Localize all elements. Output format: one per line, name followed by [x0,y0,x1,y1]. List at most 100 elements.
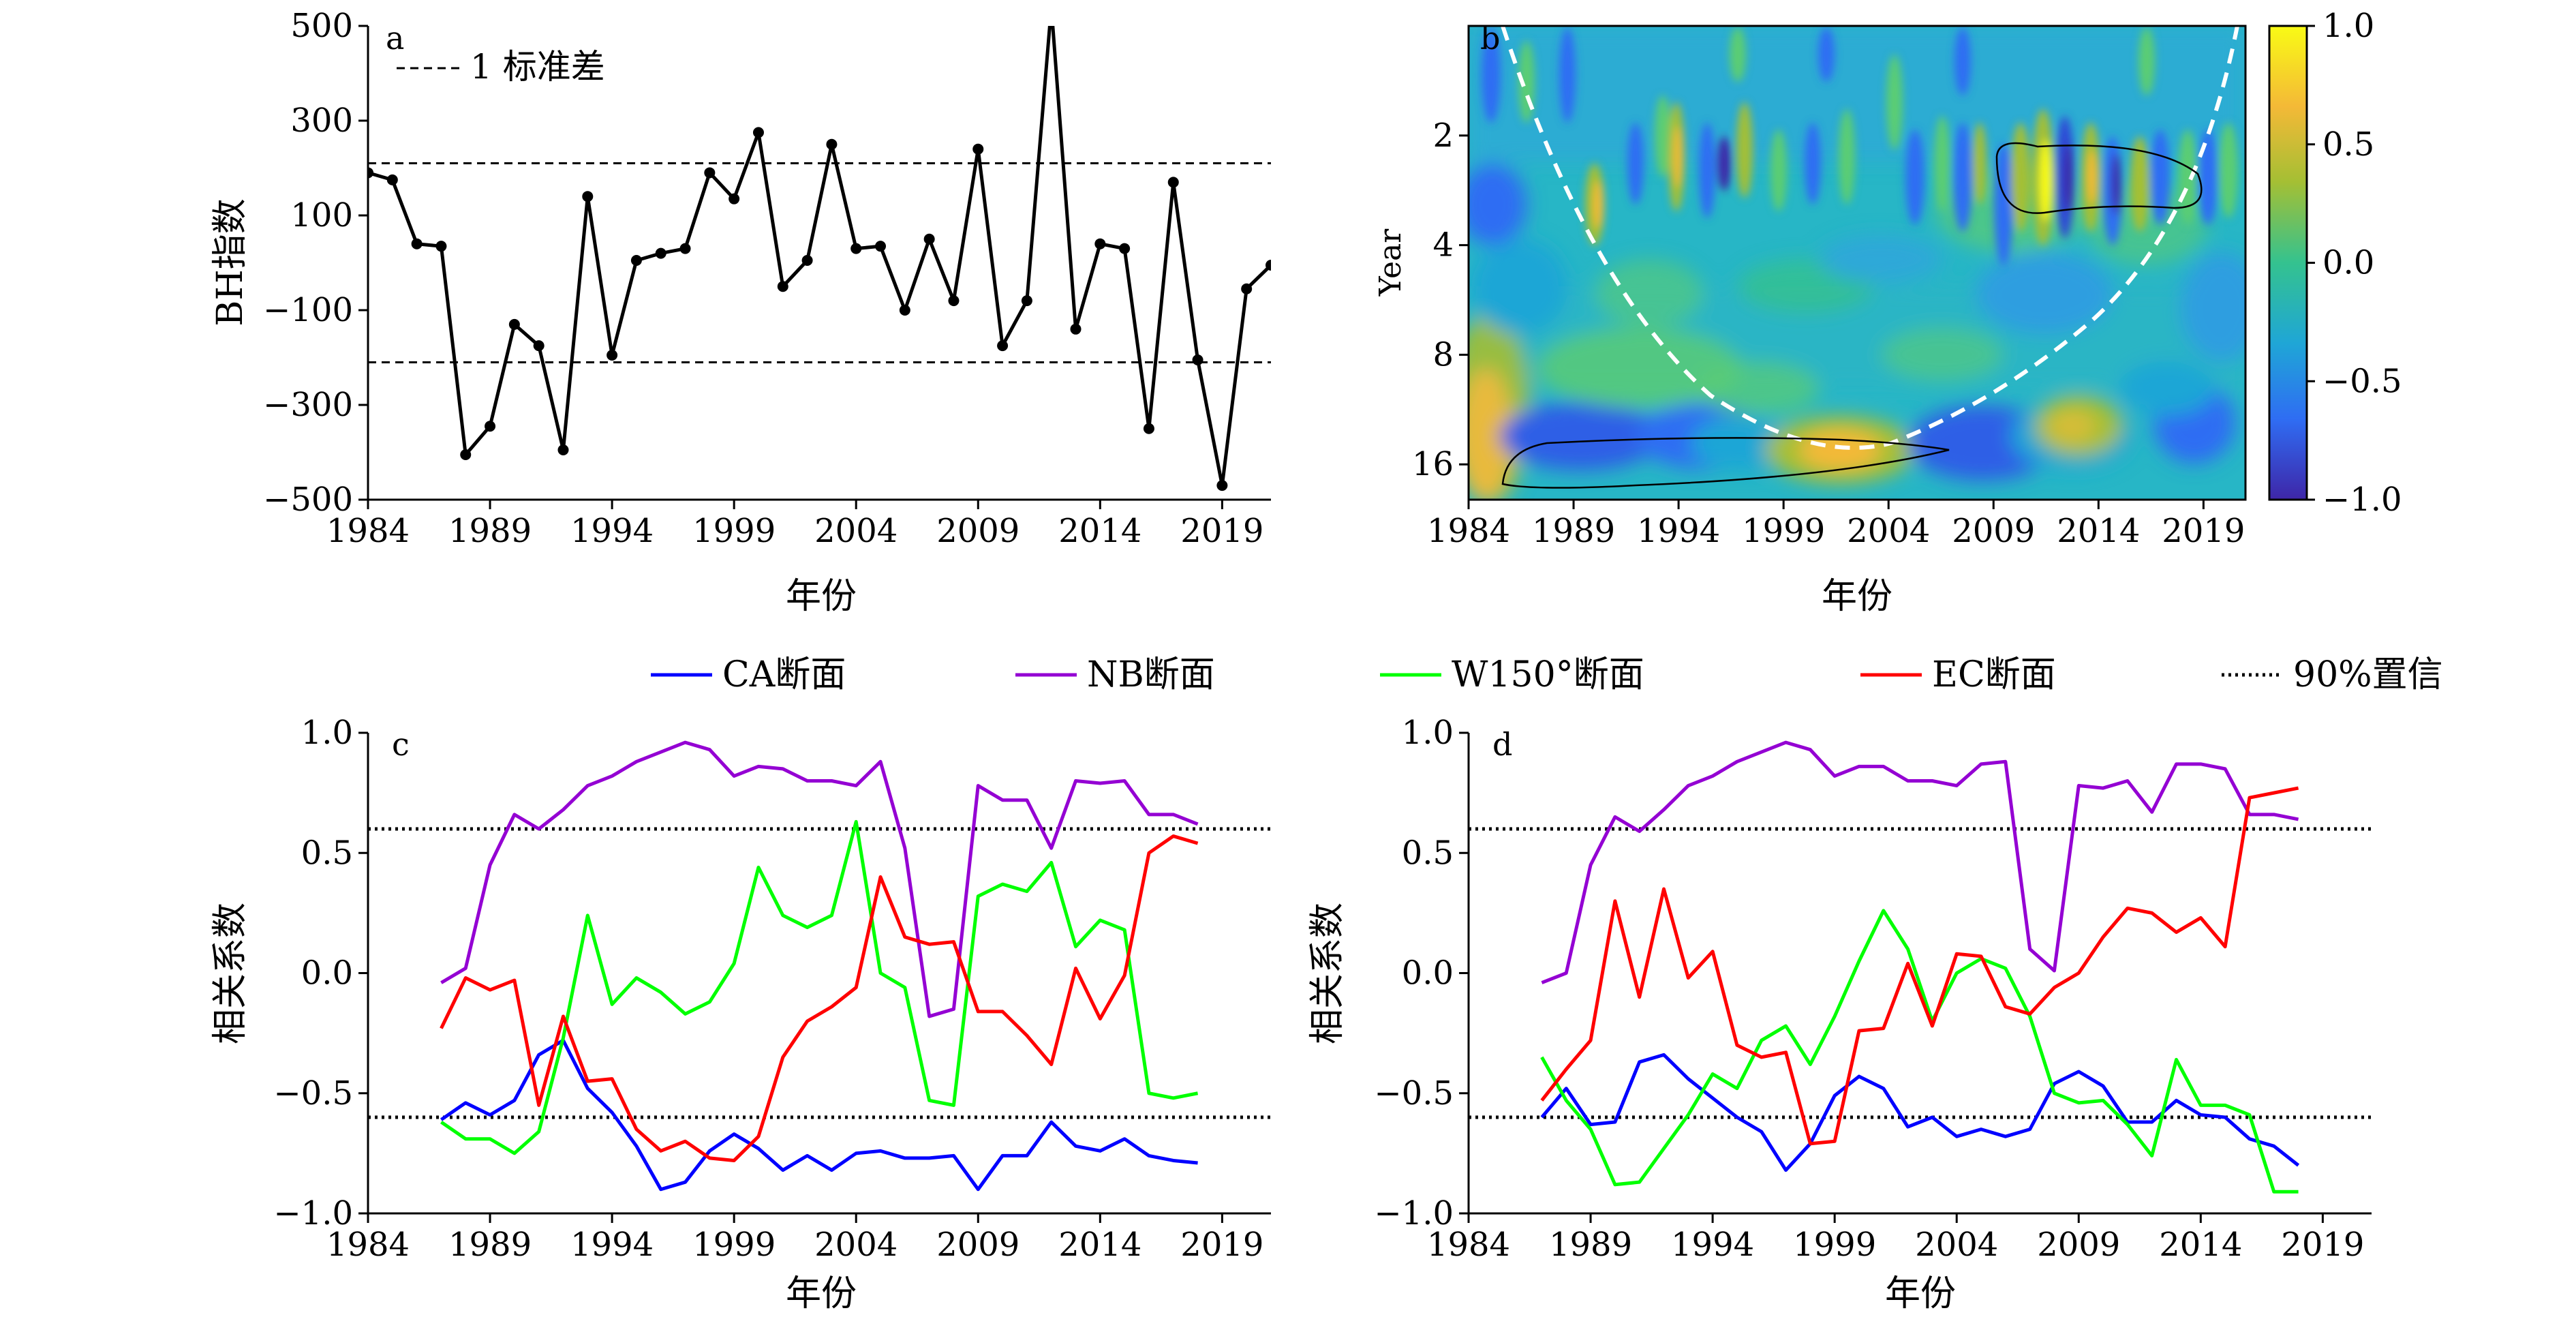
x-tick-label: 1989 [448,512,532,550]
bh-index-point [1192,354,1203,365]
x-tick-label: 1984 [1427,1226,1510,1264]
bh-index-point [875,241,887,252]
x-tick-label: 2019 [2281,1226,2364,1264]
y-tick-label: 300 [290,102,353,140]
bh-index-point [485,421,496,432]
significance-contour-1 [1995,142,2203,214]
colorbar-tick-label: −1.0 [2322,481,2402,519]
y-tick-label: −0.5 [273,1074,353,1112]
bh-index-point [752,127,764,138]
colorbar-tick-label: −0.5 [2322,362,2402,400]
y-tick-label: 16 [1412,445,1454,483]
x-tick-label: 1999 [692,512,776,550]
bh-index-point [1046,1,1057,12]
panel-a: a 1 标准差 1984 1989 1994 1999 2004 2009 2014 2019… [210,1,1271,617]
bh-index-point [1216,480,1228,491]
panel-b-letter: b [1480,20,1500,57]
bh-index-point [777,281,788,292]
series-line [1540,909,2299,1194]
x-tick-label: 2004 [1847,512,1930,550]
bh-index-point [386,174,398,185]
x-tick-label: 2019 [1180,1226,1263,1264]
x-tick-label: 1994 [1637,512,1720,550]
bh-index-point [368,167,373,179]
y-tick-label: −1.0 [1374,1194,1454,1232]
wavelet-heatmap [1469,26,2245,500]
bh-index-point [801,255,813,267]
x-tick-label: 1994 [1671,1226,1754,1264]
std-legend-label: 1 标准差 [470,47,605,87]
y-tick-label: −300 [263,386,353,424]
x-tick-label: 2014 [2159,1226,2242,1264]
bh-index-point [1021,295,1032,307]
x-tick-label: 1999 [1742,512,1825,550]
legend-label: CA断面 [722,654,846,695]
y-tick-label: 0.0 [301,954,353,993]
panel-a-ylabel: BH指数 [210,198,251,327]
x-tick-label: 1999 [1793,1226,1876,1264]
panel-d: d 1984 1989 1994 1999 2004 2009 2014 2019 −1.0 −0… [1307,714,2372,1314]
y-tick-label: 8 [1432,335,1454,374]
colorbar-tick-label: 0.5 [2322,125,2374,164]
legend-label: EC断面 [1932,654,2056,695]
y-tick-label: 1.0 [1402,714,1454,752]
x-tick-label: 2004 [814,1226,898,1264]
x-tick-label: 2004 [1915,1226,1998,1264]
bh-index-point [630,255,642,267]
bh-index-point [582,191,594,202]
bh-index-point [850,243,862,254]
bh-index-point [508,318,520,330]
series-line [440,834,1199,1162]
panel-b-xlabel: 年份 [1822,576,1892,617]
y-tick-label: 500 [290,7,353,45]
bh-index-point [1143,423,1154,434]
series-line [1540,1053,2300,1172]
bh-index-point [533,340,545,352]
legend-label: W150°断面 [1452,654,1644,695]
bh-index-point [1241,283,1253,294]
bh-index-point [899,305,910,316]
bh-index-point [704,167,716,179]
x-tick-label: 1984 [1427,512,1510,550]
significance-contour-2 [1501,437,1950,489]
panel-d-xlabel: 年份 [1885,1273,1956,1314]
series-line [1541,740,2299,984]
y-tick-label: 0.5 [301,834,353,872]
x-tick-label: 1994 [570,1226,654,1264]
x-tick-label: 1989 [1532,512,1615,550]
bh-index-point [826,138,838,150]
bh-index-point [729,193,740,205]
legend-label: NB断面 [1087,654,1215,695]
x-tick-label: 2009 [936,1226,1019,1264]
colorbar-tick-label: 0.0 [2322,244,2374,282]
colorbar [2268,25,2308,501]
x-tick-label: 2004 [814,512,898,550]
panel-a-xlabel: 年份 [786,576,857,617]
bh-index-point [1070,323,1082,335]
bh-index-point [1266,259,1271,271]
legend-label: 90%置信 [2293,654,2443,695]
panel-c-ylabel: 相关系数 [210,903,251,1044]
y-tick-label: −0.5 [1374,1074,1454,1112]
bh-index-point [557,444,569,456]
legend: CA断面 NB断面 W150°断面 EC断面 90%置信 [651,654,2443,695]
bh-index-point [923,233,935,245]
y-tick-label: 0.5 [1402,834,1454,872]
panel-c-letter: c [392,726,410,763]
panel-b: b 1984 1989 1994 1999 2004 2009 2014 201924816 … [1373,7,2402,617]
bh-index-point [997,340,1009,352]
x-tick-label: 1984 [326,1226,410,1264]
bh-index-point [411,238,423,249]
bh-index-point [1167,177,1179,188]
y-tick-label: 2 [1432,117,1454,155]
series-line [1540,786,2299,1146]
bh-index-point [655,247,666,259]
x-tick-label: 1989 [448,1226,532,1264]
bh-index-point [435,241,447,252]
panel-a-letter: a [386,20,404,57]
bh-index-point [679,243,691,254]
x-tick-label: 2014 [1058,512,1141,550]
x-tick-label: 2009 [2037,1226,2120,1264]
series-line [440,1038,1198,1192]
